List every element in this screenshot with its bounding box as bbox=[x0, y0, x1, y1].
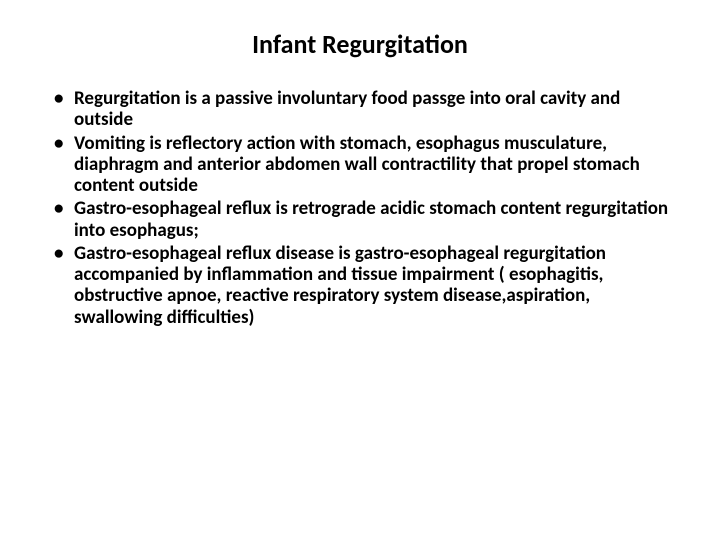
slide-title: Infant Regurgitation bbox=[48, 28, 672, 60]
bullet-item: Gastro-esophageal reflux disease is gast… bbox=[48, 243, 672, 328]
bullet-item: Gastro-esophageal reflux is retrograde a… bbox=[48, 198, 672, 241]
bullet-item: Regurgitation is a passive involuntary f… bbox=[48, 88, 672, 131]
slide: Infant Regurgitation Regurgitation is a … bbox=[0, 0, 720, 540]
bullet-list: Regurgitation is a passive involuntary f… bbox=[48, 88, 672, 328]
bullet-item: Vomiting is reflectory action with stoma… bbox=[48, 133, 672, 197]
